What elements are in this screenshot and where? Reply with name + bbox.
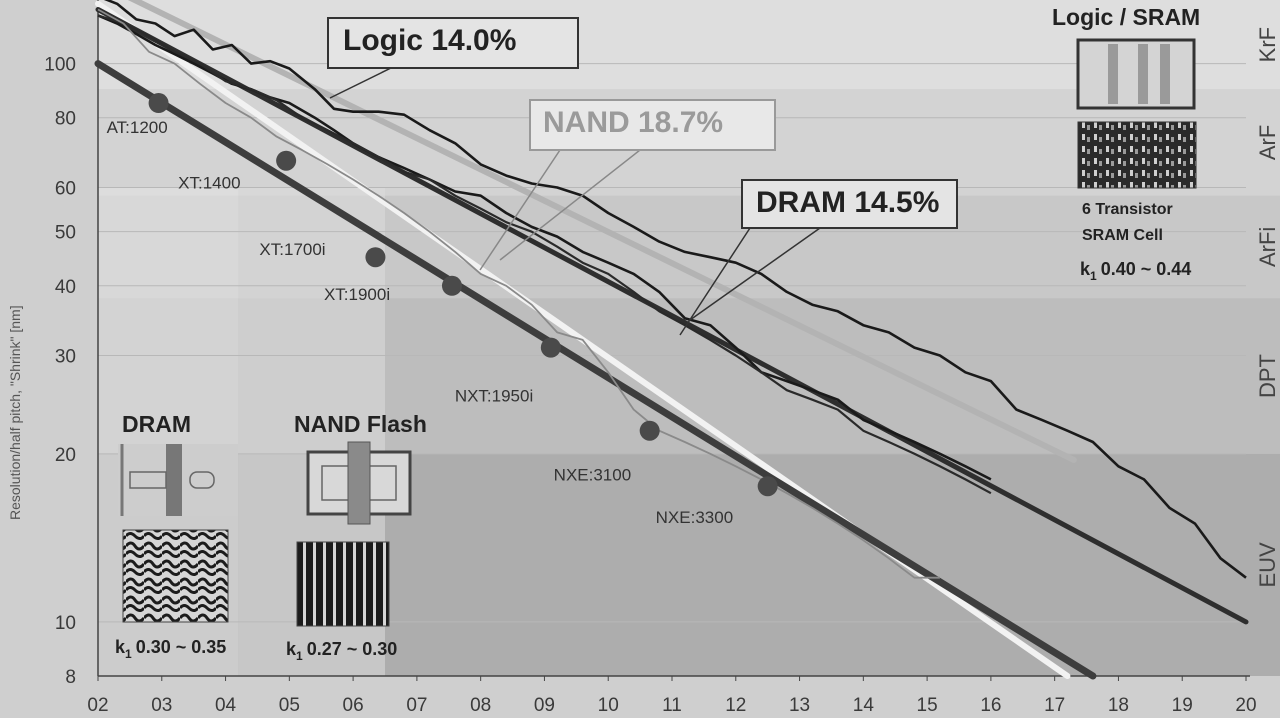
callout-dram: DRAM 14.5%	[679, 179, 958, 336]
x-tick-08: 08	[470, 695, 491, 716]
x-tick-20: 20	[1235, 695, 1256, 716]
region-label-dpt: DPT	[1255, 354, 1280, 398]
machine-markers: AT:1200 XT:1400 XT:1700i XT:1900i NXT:1950i N…	[107, 93, 778, 527]
inset-dram-cell-b	[189, 471, 215, 489]
callout-nand-label: NAND 18.7%	[543, 106, 723, 139]
inset-dram-wordline	[166, 444, 182, 516]
inset-logic: Logic / SRAM 6 Transistor SRAM Cell k1 0.…	[1052, 4, 1200, 283]
machine-label-3: XT:1900i	[324, 285, 390, 304]
y-tick-100: 100	[44, 55, 76, 76]
machine-label-2: XT:1700i	[259, 240, 325, 259]
machine-marker-1	[276, 150, 297, 171]
x-tick-labels: 02 03 04 05 06 07 08 09 10 11 12 13 14 15 16 17 18 19 20	[87, 676, 1257, 716]
inset-dram-image	[122, 529, 229, 623]
machine-marker-4	[540, 337, 561, 358]
trend-line-3	[94, 60, 1097, 680]
axes	[97, 0, 1250, 677]
inset-dram-cell-a	[129, 471, 167, 489]
x-tick-13: 13	[789, 695, 810, 716]
callout-nand-box	[529, 99, 776, 151]
region-label-arf: ArF	[1255, 125, 1280, 160]
inset-nand-title: NAND Flash	[294, 411, 427, 437]
machine-label-0: AT:1200	[107, 118, 168, 137]
callout-dram-label: DRAM 14.5%	[756, 186, 939, 219]
inset-logic-caption-1: 6 Transistor	[1082, 201, 1173, 218]
x-tick-04: 04	[215, 695, 237, 716]
x-tick-06: 06	[343, 695, 364, 716]
x-tick-15: 15	[917, 695, 938, 716]
machine-marker-2	[365, 247, 386, 268]
machine-marker-0	[148, 93, 169, 114]
callout-logic-pointer	[329, 65, 396, 99]
x-tick-03: 03	[151, 695, 172, 716]
y-tick-80: 80	[55, 109, 76, 130]
y-tick-labels: 8 10 20 30 40 50 60 80 100	[44, 55, 76, 688]
region-label-arfi: ArFi	[1255, 227, 1280, 267]
callout-logic-box	[327, 17, 579, 69]
region-label-krf: KrF	[1255, 27, 1280, 62]
actual-line-3	[97, 8, 940, 579]
x-tick-02: 02	[87, 695, 108, 716]
inset-nand-image	[296, 541, 390, 627]
machine-label-1: XT:1400	[178, 174, 240, 193]
inset-logic-title: Logic / SRAM	[1052, 4, 1200, 30]
x-tick-12: 12	[725, 695, 746, 716]
inset-nand-k1: k1 0.27 ~ 0.30	[286, 639, 397, 663]
machine-label-5: NXE:3100	[554, 466, 632, 485]
inset-logic-k1: k1 0.40 ~ 0.44	[1080, 259, 1191, 283]
y-tick-8: 8	[65, 667, 76, 688]
y-axis-label: Resolution/half pitch, "Shrink" [nm]	[7, 305, 23, 520]
callout-dram-pointer-2	[689, 227, 821, 321]
machine-marker-5	[639, 420, 660, 441]
x-tick-10: 10	[598, 695, 619, 716]
y-tick-20: 20	[55, 445, 76, 466]
actual-lines	[97, 0, 1247, 579]
actual-line-0	[103, 0, 1247, 579]
y-tick-10: 10	[55, 613, 76, 634]
inset-logic-image	[1077, 121, 1197, 189]
inset-logic-poly-b	[1138, 44, 1148, 104]
region-labels: KrF ArF ArFi DPT EUV	[1255, 27, 1280, 588]
x-tick-07: 07	[406, 695, 427, 716]
inset-nand: NAND Flash k1 0.27 ~ 0.30	[286, 411, 427, 663]
actual-line-2	[97, 14, 992, 495]
trend-line-2	[95, 7, 1249, 625]
machine-marker-6	[757, 476, 778, 497]
inset-logic-cell	[1076, 38, 1196, 110]
x-tick-17: 17	[1044, 695, 1065, 716]
region-label-euv: EUV	[1255, 542, 1280, 588]
x-tick-16: 16	[980, 695, 1001, 716]
callout-logic-label: Logic 14.0%	[343, 24, 516, 57]
callout-nand-pointer	[479, 149, 561, 271]
x-tick-11: 11	[662, 695, 682, 716]
x-tick-05: 05	[279, 695, 300, 716]
inset-dram: DRAM k1 0.30 ~ 0.35	[115, 411, 238, 661]
machine-label-4: NXT:1950i	[455, 387, 533, 406]
inset-nand-gate	[347, 441, 371, 525]
y-tick-50: 50	[55, 223, 76, 244]
machine-marker-3	[441, 275, 462, 296]
y-tick-30: 30	[55, 347, 76, 368]
y-tick-40: 40	[55, 277, 76, 298]
callout-dram-box	[741, 179, 958, 229]
inset-dram-k1: k1 0.30 ~ 0.35	[115, 637, 226, 661]
inset-logic-caption-2: SRAM Cell	[1082, 227, 1163, 244]
callout-nand: NAND 18.7%	[479, 99, 776, 271]
callout-dram-pointer	[679, 227, 751, 336]
callout-logic: Logic 14.0%	[327, 17, 579, 99]
x-tick-18: 18	[1108, 695, 1129, 716]
inset-dram-title: DRAM	[122, 411, 191, 437]
y-tick-60: 60	[55, 178, 76, 199]
inset-logic-poly-a	[1108, 44, 1118, 104]
callout-nand-pointer-2	[499, 149, 641, 261]
inset-logic-poly-c	[1160, 44, 1170, 104]
x-tick-09: 09	[534, 695, 555, 716]
x-tick-14: 14	[853, 695, 875, 716]
x-tick-19: 19	[1172, 695, 1193, 716]
machine-label-6: NXE:3300	[656, 508, 734, 527]
